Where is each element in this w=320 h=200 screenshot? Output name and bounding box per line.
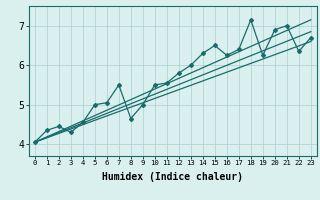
X-axis label: Humidex (Indice chaleur): Humidex (Indice chaleur) [102, 172, 243, 182]
